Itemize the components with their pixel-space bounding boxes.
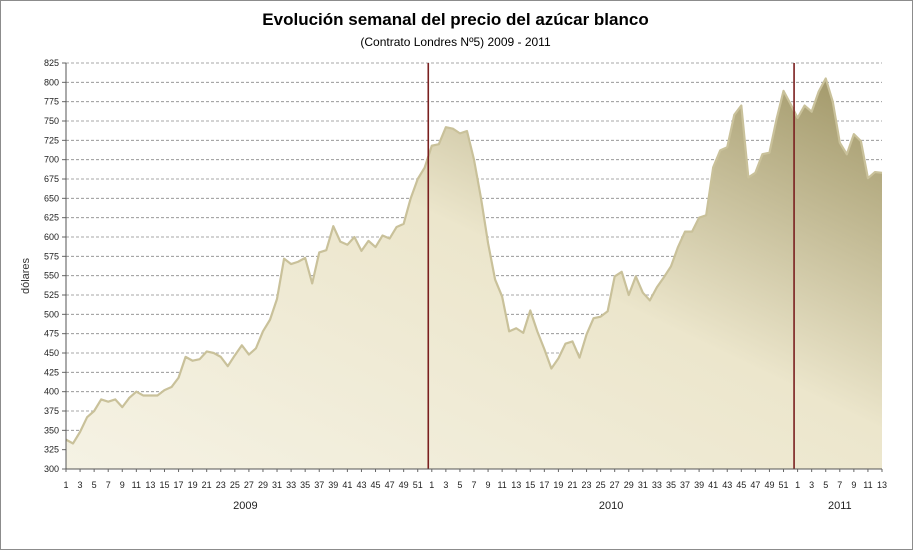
- x-tick-label: 7: [106, 480, 111, 490]
- x-tick-label: 25: [596, 480, 606, 490]
- x-tick-label: 23: [582, 480, 592, 490]
- y-tick-label: 375: [44, 406, 59, 416]
- x-tick-label: 23: [216, 480, 226, 490]
- y-tick-label: 700: [44, 155, 59, 165]
- x-tick-label: 11: [132, 480, 141, 490]
- x-tick-label: 19: [188, 480, 198, 490]
- y-tick-label: 600: [44, 232, 59, 242]
- year-label: 2009: [233, 500, 257, 512]
- x-tick-label: 1: [795, 480, 800, 490]
- y-tick-label: 625: [44, 213, 59, 223]
- y-tick-label: 800: [44, 77, 59, 87]
- x-tick-label: 11: [497, 480, 506, 490]
- x-tick-label: 39: [694, 480, 704, 490]
- x-tick-label: 5: [823, 480, 828, 490]
- x-tick-labels: 1 3 5 7 9 11 13 15 17 19 21 23 25 27 29 31 33 35 37 39 41 43 4…: [63, 469, 887, 490]
- year-label: 2011: [828, 500, 852, 512]
- x-tick-label: 33: [652, 480, 662, 490]
- x-tick-label: 5: [457, 480, 462, 490]
- y-tick-label: 825: [44, 58, 59, 68]
- x-tick-label: 41: [342, 480, 352, 490]
- x-tick-label: 25: [230, 480, 240, 490]
- x-tick-label: 35: [666, 480, 676, 490]
- x-tick-label: 15: [525, 480, 535, 490]
- y-tick-label: 575: [44, 251, 59, 261]
- y-tick-labels: 300 325 350 375 400 425 450 475 500 525 550 575 600 6…: [44, 58, 59, 474]
- y-tick-label: 325: [44, 445, 59, 455]
- y-tick-label: 675: [44, 174, 59, 184]
- year-dividers: [427, 63, 795, 469]
- x-tick-label: 13: [145, 480, 155, 490]
- y-tick-label: 400: [44, 387, 59, 397]
- x-tick-label: 17: [174, 480, 184, 490]
- x-tick-label: 41: [708, 480, 718, 490]
- x-tick-label: 31: [272, 480, 282, 490]
- x-tick-label: 43: [356, 480, 366, 490]
- series-area: [65, 77, 883, 469]
- y-tick-label: 425: [44, 367, 59, 377]
- x-tick-label: 45: [371, 480, 381, 490]
- x-tick-label: 47: [750, 480, 760, 490]
- y-tick-label: 350: [44, 425, 59, 435]
- x-tick-label: 3: [443, 480, 448, 490]
- x-tick-label: 9: [851, 480, 856, 490]
- x-tick-label: 27: [244, 480, 254, 490]
- x-tick-label: 5: [92, 480, 97, 490]
- x-tick-label: 7: [837, 480, 842, 490]
- x-tick-label: 3: [78, 480, 83, 490]
- x-tick-label: 9: [120, 480, 125, 490]
- x-tick-label: 13: [877, 480, 887, 490]
- y-tick-label: 475: [44, 329, 59, 339]
- y-tick-label: 550: [44, 271, 59, 281]
- x-tick-label: 35: [300, 480, 310, 490]
- y-tick-label: 750: [44, 116, 59, 126]
- x-tick-label: 39: [328, 480, 338, 490]
- y-tick-label: 775: [44, 97, 59, 107]
- x-tick-label: 49: [764, 480, 774, 490]
- x-tick-label: 37: [680, 480, 690, 490]
- x-tick-label: 21: [567, 480, 577, 490]
- y-tick-label: 450: [44, 348, 59, 358]
- x-tick-label: 37: [314, 480, 324, 490]
- x-tick-label: 31: [638, 480, 648, 490]
- x-tick-label: 9: [486, 480, 491, 490]
- x-tick-label: 51: [779, 480, 789, 490]
- x-tick-label: 1: [63, 480, 68, 490]
- y-tick-label: 500: [44, 309, 59, 319]
- x-tick-label: 13: [511, 480, 521, 490]
- x-tick-label: 43: [722, 480, 732, 490]
- x-tick-label: 33: [286, 480, 296, 490]
- year-label: 2010: [599, 500, 623, 512]
- x-tick-label: 19: [553, 480, 563, 490]
- y-tick-label: 525: [44, 290, 59, 300]
- x-tick-label: 3: [809, 480, 814, 490]
- year-labels: 2009 2010 2011: [233, 500, 851, 512]
- x-tick-label: 29: [258, 480, 268, 490]
- x-tick-label: 49: [399, 480, 409, 490]
- series-fill: [66, 78, 882, 469]
- x-tick-label: 15: [159, 480, 169, 490]
- x-tick-label: 51: [413, 480, 423, 490]
- x-tick-label: 11: [863, 480, 872, 490]
- chart-title: Evolución semanal del precio del azúcar …: [262, 10, 649, 29]
- x-tick-label: 47: [385, 480, 395, 490]
- x-tick-label: 7: [471, 480, 476, 490]
- y-tick-label: 650: [44, 193, 59, 203]
- x-tick-label: 17: [539, 480, 549, 490]
- chart-subtitle: (Contrato Londres Nº5) 2009 - 2011: [360, 35, 551, 49]
- series-line: [65, 77, 883, 445]
- x-tick-label: 29: [624, 480, 634, 490]
- x-tick-label: 21: [202, 480, 212, 490]
- y-tick-label: 300: [44, 464, 59, 474]
- x-tick-label: 27: [610, 480, 620, 490]
- y-tick-label: 725: [44, 135, 59, 145]
- x-tick-label: 45: [736, 480, 746, 490]
- x-tick-label: 1: [429, 480, 434, 490]
